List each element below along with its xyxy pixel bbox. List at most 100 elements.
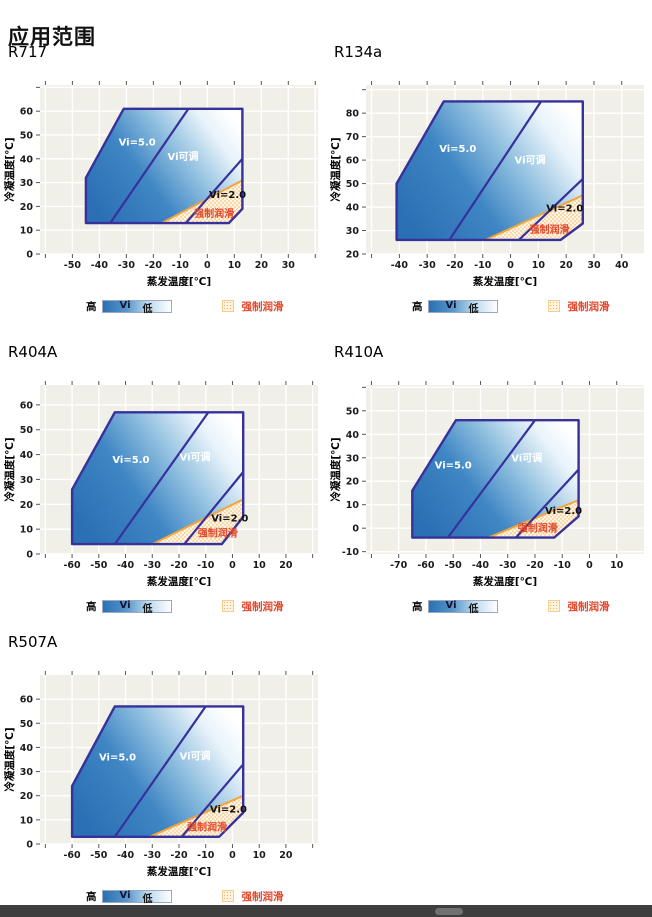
svg-text:30: 30 — [587, 260, 601, 271]
svg-text:-50: -50 — [64, 260, 82, 271]
svg-text:Vi=5.0: Vi=5.0 — [99, 753, 136, 764]
svg-text:Vi可调: Vi可调 — [511, 451, 542, 464]
legend-forced-label: 强制润滑 — [567, 600, 610, 613]
chart-legend: 高 Vi 低 强制润滑 — [0, 888, 326, 905]
svg-text:-40: -40 — [472, 560, 490, 571]
chart-plot: -50 -40 -30 -20 -10 0 10 20 30 0 10 20 30 40 50 60 蒸发温度[… — [3, 81, 318, 286]
svg-text:20: 20 — [20, 500, 34, 511]
legend-forced-label: 强制润滑 — [241, 890, 284, 903]
legend-forced-swatch — [221, 890, 234, 902]
chart-title: R134a — [334, 43, 383, 61]
svg-text:10: 10 — [610, 560, 624, 571]
legend-vi-gradient-bar: Vi 低 — [427, 599, 498, 615]
legend-vi-gradient-bar: Vi 低 — [427, 299, 498, 315]
svg-text:30: 30 — [282, 260, 296, 271]
legend-vi-label: Vi — [119, 599, 131, 611]
svg-text:40: 40 — [20, 450, 34, 461]
legend-high-label: 高 — [86, 300, 97, 313]
legend-high-label: 高 — [86, 890, 97, 903]
svg-text:10: 10 — [20, 226, 34, 237]
legend-vi-gradient-bar: Vi 低 — [101, 599, 172, 615]
svg-text:强制润滑: 强制润滑 — [518, 522, 558, 535]
svg-text:-50: -50 — [445, 560, 463, 571]
legend-forced-label: 强制润滑 — [241, 600, 284, 613]
svg-text:20: 20 — [20, 202, 34, 213]
svg-text:20: 20 — [255, 260, 269, 271]
chart-panel: R507A -60 -50 -40 -30 -20 -10 0 10 20 0 10 20 30 40 50… — [0, 630, 326, 912]
chart-plot: -70 -60 -50 -40 -30 -20 -10 0 10 -10 0 10 20 30 40 50 蒸发… — [329, 381, 644, 586]
svg-text:-40: -40 — [91, 260, 109, 271]
svg-text:30: 30 — [20, 475, 34, 486]
svg-text:0: 0 — [507, 260, 514, 271]
svg-text:蒸发温度[℃]: 蒸发温度[℃] — [147, 275, 211, 286]
svg-text:80: 80 — [346, 109, 360, 120]
svg-text:50: 50 — [20, 130, 34, 141]
svg-text:-30: -30 — [144, 560, 162, 571]
svg-text:-20: -20 — [526, 560, 544, 571]
chart-panel: R717 -50 -40 -30 -20 -10 0 10 20 30 0 10 20 30 40 50 60… — [0, 40, 326, 322]
svg-text:强制润滑: 强制润滑 — [529, 223, 569, 236]
chart-legend: 高 Vi 低 强制润滑 — [0, 298, 326, 315]
svg-text:Vi可调: Vi可调 — [168, 150, 199, 163]
svg-text:-10: -10 — [172, 260, 190, 271]
svg-text:Vi=2.0: Vi=2.0 — [546, 204, 583, 215]
svg-text:30: 30 — [20, 178, 34, 189]
chart-panel: R410A -70 -60 -50 -40 -30 -20 -10 0 10 -10 0 10 20 30… — [326, 340, 652, 622]
svg-text:30: 30 — [346, 226, 360, 237]
svg-text:60: 60 — [20, 695, 34, 706]
svg-text:-40: -40 — [117, 850, 135, 861]
svg-text:10: 10 — [346, 500, 360, 511]
svg-text:冷凝温度[℃]: 冷凝温度[℃] — [329, 137, 342, 201]
svg-text:0: 0 — [204, 260, 211, 271]
legend-forced-swatch — [221, 300, 234, 312]
svg-text:10: 10 — [253, 850, 267, 861]
svg-text:-10: -10 — [474, 260, 492, 271]
chart-panel: R134a -40 -30 -20 -10 0 10 20 30 40 20 30 40 50 60 70 8… — [326, 40, 652, 322]
svg-text:Vi可调: Vi可调 — [180, 749, 211, 762]
svg-text:50: 50 — [20, 719, 34, 730]
svg-text:20: 20 — [279, 560, 293, 571]
svg-text:强制润滑: 强制润滑 — [194, 207, 234, 220]
legend-forced-swatch — [221, 600, 234, 612]
svg-text:Vi=5.0: Vi=5.0 — [439, 144, 476, 155]
svg-text:-60: -60 — [63, 850, 81, 861]
svg-text:-50: -50 — [90, 850, 108, 861]
svg-text:40: 40 — [20, 154, 34, 165]
svg-text:Vi=2.0: Vi=2.0 — [211, 513, 248, 524]
svg-text:10: 10 — [20, 525, 34, 536]
svg-text:0: 0 — [26, 550, 33, 561]
svg-text:40: 40 — [615, 260, 629, 271]
svg-text:0: 0 — [26, 840, 33, 851]
chart-plot: -60 -50 -40 -30 -20 -10 0 10 20 0 10 20 30 40 50 60 蒸发温度… — [3, 671, 318, 876]
chart-legend: 高 Vi 低 强制润滑 — [326, 298, 652, 315]
svg-text:40: 40 — [20, 743, 34, 754]
legend-vi-label: Vi — [445, 599, 457, 611]
scrollbar-thumb[interactable] — [435, 908, 463, 915]
chart-plot: -40 -30 -20 -10 0 10 20 30 40 20 30 40 50 60 70 80 蒸发温度[… — [329, 81, 644, 286]
svg-text:-70: -70 — [390, 560, 408, 571]
chart-panel: R404A -60 -50 -40 -30 -20 -10 0 10 20 0 10 20 30 40 50… — [0, 340, 326, 622]
svg-text:Vi可调: Vi可调 — [515, 154, 546, 167]
svg-text:冷凝温度[℃]: 冷凝温度[℃] — [3, 437, 16, 501]
legend-forced-swatch — [547, 600, 560, 612]
svg-text:蒸发温度[℃]: 蒸发温度[℃] — [473, 275, 537, 286]
svg-text:10: 10 — [253, 560, 267, 571]
svg-text:-30: -30 — [499, 560, 517, 571]
svg-text:40: 40 — [346, 203, 360, 214]
svg-text:10: 10 — [532, 260, 546, 271]
svg-text:Vi=5.0: Vi=5.0 — [435, 460, 472, 471]
svg-text:Vi=2.0: Vi=2.0 — [209, 190, 246, 201]
chart-legend: 高 Vi 低 强制润滑 — [326, 598, 652, 615]
svg-text:0: 0 — [586, 560, 593, 571]
svg-text:10: 10 — [228, 260, 242, 271]
legend-forced-label: 强制润滑 — [567, 300, 610, 313]
legend-vi-gradient-bar: Vi 低 — [101, 889, 172, 905]
svg-text:蒸发温度[℃]: 蒸发温度[℃] — [147, 575, 211, 586]
svg-text:-10: -10 — [554, 560, 572, 571]
legend-high-label: 高 — [86, 600, 97, 613]
svg-text:强制润滑: 强制润滑 — [198, 526, 238, 539]
bottom-bar — [0, 905, 652, 917]
svg-text:-40: -40 — [117, 560, 135, 571]
svg-text:-30: -30 — [144, 850, 162, 861]
chart-title: R410A — [334, 343, 384, 361]
